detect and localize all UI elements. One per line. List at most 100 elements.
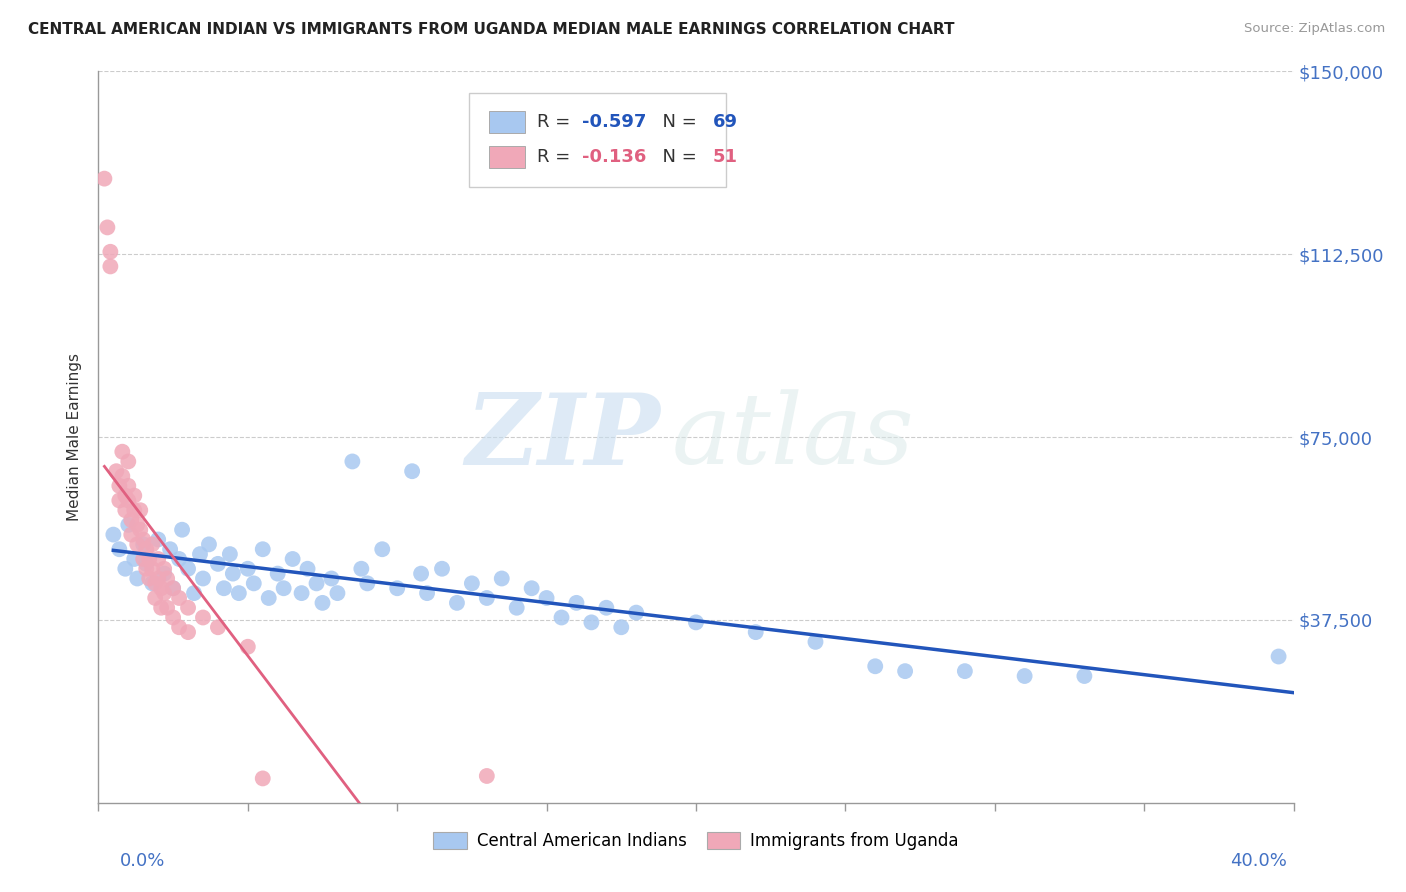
Text: 0.0%: 0.0% <box>120 852 165 870</box>
FancyBboxPatch shape <box>489 111 524 133</box>
Point <box>228 586 250 600</box>
Point <box>1014 669 1036 683</box>
Text: atlas: atlas <box>672 390 915 484</box>
Point <box>536 591 558 605</box>
Point <box>132 533 155 547</box>
Point <box>520 581 543 595</box>
Text: N =: N = <box>651 148 702 166</box>
Point <box>191 610 214 624</box>
Point <box>114 503 136 517</box>
Point <box>475 769 498 783</box>
Point <box>114 489 136 503</box>
Point <box>177 625 200 640</box>
Text: ZIP: ZIP <box>465 389 661 485</box>
Point <box>156 572 179 586</box>
Point <box>350 562 373 576</box>
Point <box>141 576 163 591</box>
Point <box>117 517 139 532</box>
Point <box>117 479 139 493</box>
Point <box>132 552 155 566</box>
Point <box>156 600 179 615</box>
Point <box>132 537 155 551</box>
Point <box>108 479 131 493</box>
Text: CENTRAL AMERICAN INDIAN VS IMMIGRANTS FROM UGANDA MEDIAN MALE EARNINGS CORRELATI: CENTRAL AMERICAN INDIAN VS IMMIGRANTS FR… <box>28 22 955 37</box>
Point <box>124 552 146 566</box>
Point <box>141 562 163 576</box>
Point <box>167 620 190 634</box>
Point <box>148 533 170 547</box>
Point <box>371 542 394 557</box>
Point <box>162 581 184 595</box>
Point <box>550 610 572 624</box>
Text: 40.0%: 40.0% <box>1230 852 1286 870</box>
Point <box>150 600 173 615</box>
Point <box>153 562 176 576</box>
Point <box>207 557 229 571</box>
Point <box>120 513 142 527</box>
Point <box>138 572 160 586</box>
Point <box>135 542 157 557</box>
Y-axis label: Median Male Earnings: Median Male Earnings <box>67 353 83 521</box>
Point <box>143 591 166 605</box>
Point <box>162 610 184 624</box>
Point <box>222 566 245 581</box>
Point <box>135 557 157 571</box>
Point <box>461 576 484 591</box>
Point <box>124 503 146 517</box>
Point <box>291 586 314 600</box>
Point <box>953 664 976 678</box>
Point <box>491 572 513 586</box>
Point <box>212 581 235 595</box>
Point <box>236 562 259 576</box>
Point <box>219 547 242 561</box>
Point <box>105 464 128 478</box>
Point <box>401 464 423 478</box>
Point <box>108 493 131 508</box>
Point <box>257 591 280 605</box>
Point <box>177 600 200 615</box>
Point <box>626 606 648 620</box>
Point <box>581 615 603 630</box>
Point <box>267 566 290 581</box>
Point <box>153 586 176 600</box>
Point <box>311 596 333 610</box>
Point <box>188 547 211 561</box>
Point <box>96 220 118 235</box>
Point <box>1073 669 1095 683</box>
Point <box>183 586 205 600</box>
Point <box>385 581 409 595</box>
Point <box>111 444 134 458</box>
Point <box>685 615 707 630</box>
Point <box>143 576 166 591</box>
Text: Source: ZipAtlas.com: Source: ZipAtlas.com <box>1244 22 1385 36</box>
Point <box>98 244 122 259</box>
Point <box>114 562 136 576</box>
Point <box>148 572 170 586</box>
Point <box>98 260 122 274</box>
Point <box>236 640 259 654</box>
Point <box>120 527 142 541</box>
Point <box>1267 649 1289 664</box>
Point <box>416 586 439 600</box>
Point <box>595 600 617 615</box>
Point <box>117 454 139 468</box>
Point <box>446 596 468 610</box>
Text: -0.136: -0.136 <box>582 148 647 166</box>
Point <box>356 576 378 591</box>
Point <box>167 552 190 566</box>
Point <box>111 469 134 483</box>
Point <box>243 576 266 591</box>
Point <box>326 586 349 600</box>
Point <box>167 591 190 605</box>
Text: 51: 51 <box>713 148 738 166</box>
Point <box>252 542 274 557</box>
Point <box>162 581 184 595</box>
Point <box>273 581 295 595</box>
Point <box>93 171 115 186</box>
Point <box>305 576 328 591</box>
Point <box>475 591 498 605</box>
Text: R =: R = <box>537 148 576 166</box>
Text: 69: 69 <box>713 112 738 131</box>
Point <box>745 625 768 640</box>
Point <box>411 566 433 581</box>
